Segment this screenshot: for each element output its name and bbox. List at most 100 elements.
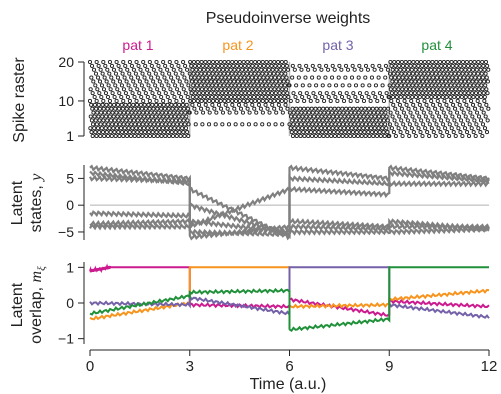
spike-dot <box>107 114 112 119</box>
spike-dot <box>318 110 323 115</box>
spike-dot <box>321 106 326 111</box>
spike-dot <box>166 118 171 123</box>
spike-dot <box>393 91 398 96</box>
spike-dot <box>409 67 414 72</box>
spike-dot <box>260 98 265 103</box>
spike-dot <box>413 106 418 111</box>
spike-dot <box>439 91 444 96</box>
spike-dot <box>189 63 194 68</box>
spike-dot <box>268 87 273 92</box>
spike-dot <box>139 106 145 111</box>
spike-dot <box>118 110 123 115</box>
spike-dot <box>391 83 396 88</box>
spike-dot <box>341 110 346 115</box>
spike-dot <box>219 63 224 68</box>
spike-dot <box>276 59 281 65</box>
spike-dot <box>435 110 440 115</box>
spike-dot <box>408 75 413 80</box>
spike-dot <box>388 110 393 115</box>
spike-dot <box>431 130 436 135</box>
spike-dot <box>140 71 145 76</box>
spike-dot <box>402 95 407 100</box>
spike-dot <box>376 114 382 119</box>
spike-dot <box>456 83 461 88</box>
spike-dot <box>273 91 278 96</box>
spike-dot <box>171 67 176 72</box>
spike-dot <box>452 118 457 123</box>
spike-dot <box>161 102 166 107</box>
spike-dot <box>295 98 300 103</box>
spike-dot <box>188 98 193 103</box>
spike-dot <box>479 83 484 88</box>
spike-dot <box>381 130 386 135</box>
spike-dot <box>433 95 438 100</box>
spike-dot <box>368 110 373 115</box>
spike-dot <box>441 83 446 88</box>
spike-dot <box>335 130 340 135</box>
spike-dot <box>176 63 181 68</box>
spike-dot <box>110 110 115 115</box>
spike-dot <box>483 71 488 76</box>
spike-dot <box>102 122 107 127</box>
spike-dot <box>437 102 442 107</box>
spike-dot <box>147 71 152 76</box>
spike-dot <box>412 63 417 68</box>
spike-dot <box>99 110 104 115</box>
spike-dot <box>415 75 420 80</box>
spike-dot <box>479 71 484 76</box>
spike-dot <box>349 126 354 131</box>
spike-dot <box>465 87 470 92</box>
spike-dot <box>291 110 296 115</box>
spike-dot <box>292 126 297 131</box>
spike-dot <box>439 106 444 111</box>
spike-dot <box>380 114 385 119</box>
spike-dot <box>413 67 418 72</box>
spike-dot <box>123 130 128 135</box>
spike-dot <box>290 118 295 123</box>
spike-dot <box>154 118 159 123</box>
spike-dot <box>389 63 394 68</box>
spike-dot <box>92 102 98 107</box>
spike-dot <box>180 71 185 76</box>
spike-dot <box>358 118 364 123</box>
spike-dot <box>150 130 155 135</box>
spike-dot <box>412 75 417 80</box>
spike-dot <box>143 91 148 96</box>
latent-state-line <box>89 202 490 240</box>
spike-dot <box>333 95 338 100</box>
spike-dot <box>419 118 424 123</box>
spike-dot <box>206 83 211 88</box>
spike-dot <box>318 91 323 96</box>
spike-dot <box>339 118 344 123</box>
spike-dot <box>343 130 348 135</box>
spike-dot <box>139 95 144 100</box>
spike-dot <box>204 91 210 96</box>
spike-dot <box>484 87 489 92</box>
spike-dot <box>127 130 132 135</box>
spike-dot <box>169 114 174 119</box>
spike-dot <box>368 98 373 103</box>
spike-dot <box>475 95 480 100</box>
spike-dot <box>112 95 117 100</box>
spike-dot <box>240 122 245 127</box>
spike-dot <box>452 83 457 88</box>
spike-dot <box>482 79 487 84</box>
spike-dot <box>282 95 287 100</box>
spike-dot <box>321 122 326 127</box>
spike-dot <box>386 106 391 111</box>
spike-dot <box>285 79 290 84</box>
spike-dot <box>220 110 226 115</box>
spike-dot <box>181 118 186 123</box>
spike-dot <box>264 98 269 103</box>
spike-dot <box>113 83 118 88</box>
spike-dot <box>470 102 476 107</box>
spike-dot <box>466 133 472 139</box>
spike-dot <box>153 126 158 131</box>
spike-dot <box>363 75 368 80</box>
spike-dot <box>129 75 134 80</box>
spike-dot <box>230 75 236 80</box>
spike-dot <box>392 118 397 123</box>
spike-dot <box>129 63 134 68</box>
spike-dot <box>484 102 489 107</box>
spike-dot <box>481 63 486 68</box>
